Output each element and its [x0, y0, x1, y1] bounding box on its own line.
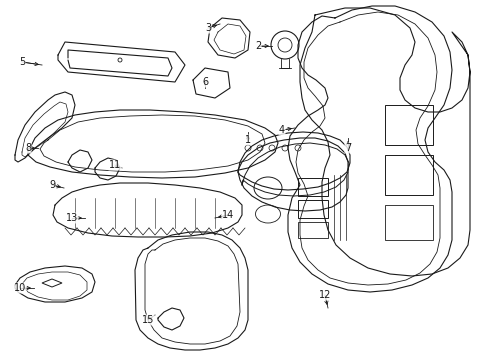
- Text: 11: 11: [109, 160, 121, 170]
- Bar: [298, 222, 328, 238]
- Text: 3: 3: [205, 23, 211, 33]
- Text: 8: 8: [25, 143, 31, 153]
- Text: 1: 1: [245, 135, 251, 145]
- Bar: [385, 155, 433, 195]
- Text: 7: 7: [345, 143, 351, 153]
- Text: 12: 12: [319, 290, 331, 300]
- Text: 14: 14: [222, 210, 234, 220]
- Text: 2: 2: [255, 41, 261, 51]
- Text: 5: 5: [19, 57, 25, 67]
- Bar: [385, 105, 433, 145]
- Bar: [298, 178, 328, 196]
- Text: 4: 4: [279, 125, 285, 135]
- Text: 15: 15: [142, 315, 154, 325]
- Bar: [298, 200, 328, 218]
- Bar: [385, 205, 433, 240]
- Text: 13: 13: [66, 213, 78, 223]
- Text: 9: 9: [49, 180, 55, 190]
- Text: 10: 10: [14, 283, 26, 293]
- Text: 6: 6: [202, 77, 208, 87]
